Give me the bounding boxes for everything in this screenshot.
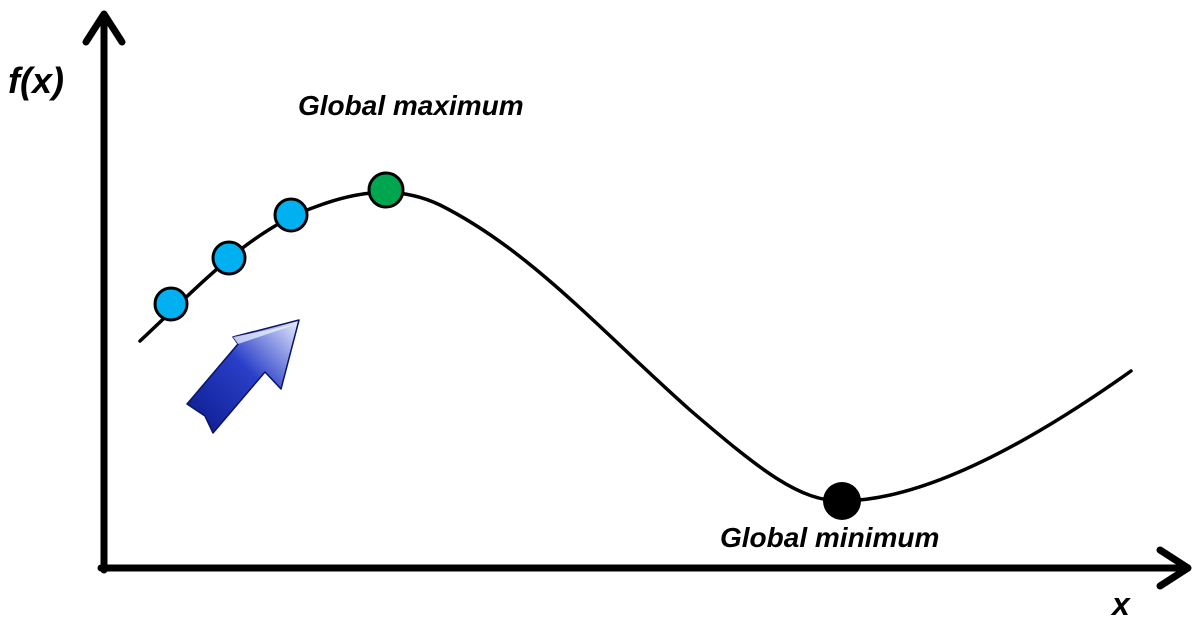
global-minimum-label: Global minimum xyxy=(720,522,940,553)
x-axis-arrowhead xyxy=(1156,546,1192,590)
step-point xyxy=(153,286,189,322)
y-axis-label: f(x) xyxy=(8,60,64,101)
step-point xyxy=(211,240,247,276)
y-axis-arrowhead xyxy=(82,10,126,46)
x-axis-label: x xyxy=(1112,586,1130,622)
global-maximum-point xyxy=(367,171,405,209)
step-point xyxy=(273,197,309,233)
global-maximum-label: Global maximum xyxy=(298,90,524,121)
global-minimum-point xyxy=(823,482,861,520)
arrow-up-right-icon xyxy=(186,319,300,434)
